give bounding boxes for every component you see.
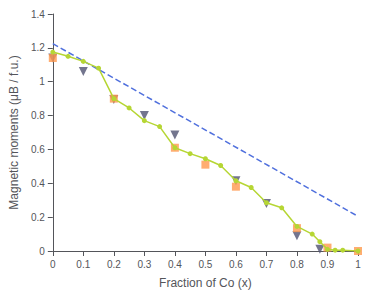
svg-text:Fraction of Co (x): Fraction of Co (x) [159, 276, 252, 290]
svg-text:0.7: 0.7 [259, 259, 273, 270]
svg-text:1.4: 1.4 [31, 9, 45, 20]
svg-text:0.9: 0.9 [321, 259, 335, 270]
svg-text:0: 0 [39, 246, 45, 257]
svg-text:0.4: 0.4 [31, 178, 45, 189]
svg-text:0: 0 [50, 259, 56, 270]
svg-text:0.2: 0.2 [31, 212, 45, 223]
svg-text:Magnetic moments (μB / f.u.): Magnetic moments (μB / f.u.) [7, 55, 21, 209]
svg-text:0.3: 0.3 [137, 259, 151, 270]
svg-text:0.4: 0.4 [168, 259, 182, 270]
svg-text:0.8: 0.8 [290, 259, 304, 270]
svg-text:0.1: 0.1 [76, 259, 90, 270]
svg-text:1: 1 [39, 76, 45, 87]
svg-text:0.6: 0.6 [229, 259, 243, 270]
svg-text:1: 1 [355, 259, 361, 270]
svg-text:0.5: 0.5 [198, 259, 212, 270]
svg-text:0.8: 0.8 [31, 110, 45, 121]
svg-text:0.2: 0.2 [107, 259, 121, 270]
svg-text:0.6: 0.6 [31, 144, 45, 155]
svg-text:1.2: 1.2 [31, 42, 45, 53]
